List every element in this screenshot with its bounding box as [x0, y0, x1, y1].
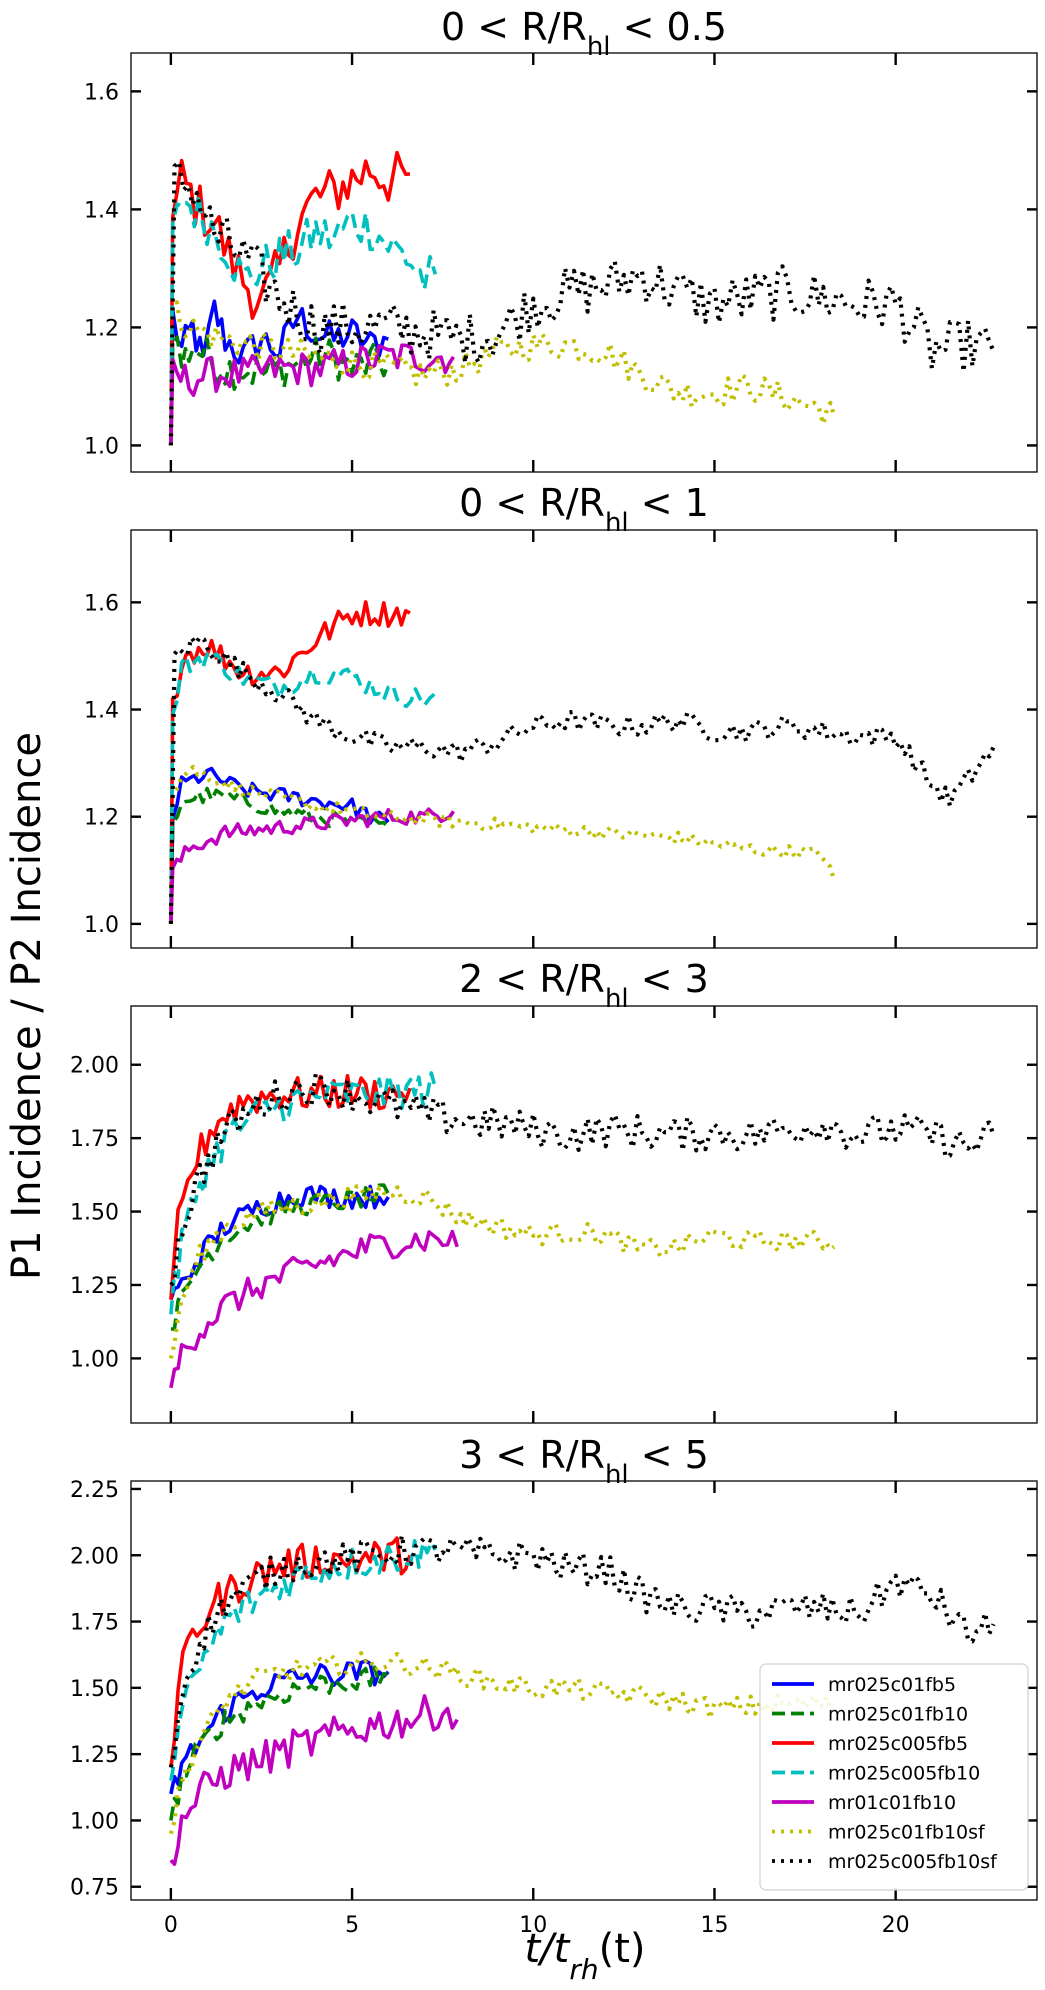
- legend-label-mr025c005fb5: mr025c005fb5: [828, 1733, 968, 1755]
- y-tick-label: 1.6: [84, 80, 119, 105]
- panel-title-sub: hl: [605, 508, 629, 538]
- panel-title: 0 < R/Rhl < 0.5: [441, 5, 727, 62]
- legend-label-mr025c005fb10: mr025c005fb10: [828, 1763, 980, 1785]
- y-tick-label: 1.4: [84, 699, 119, 724]
- y-tick-label: 1.2: [84, 316, 119, 341]
- y-tick-label: 2.00: [70, 1054, 119, 1079]
- x-axis-label-tail: (t): [599, 1926, 646, 1972]
- panel-frame: [130, 529, 1038, 949]
- panel-title-sub: hl: [605, 1460, 629, 1490]
- y-tick-label: 1.2: [84, 806, 119, 831]
- x-axis-label-sub: rh: [569, 1953, 598, 1986]
- panel-title: 2 < R/Rhl < 3: [459, 957, 709, 1014]
- series-line-mr025c005fb5: [169, 1074, 412, 1300]
- y-tick-label: 1.50: [70, 1201, 119, 1226]
- panel-1: 0 < R/Rhl < 0.5 1.0 1.2 1.4 1.6: [84, 5, 1038, 473]
- panel-title-sub: hl: [587, 32, 611, 62]
- y-tick-label: 1.50: [70, 1677, 119, 1702]
- panels: 0 < R/Rhl < 0.51.01.21.41.60 < R/Rhl < 1…: [70, 5, 1038, 1938]
- series-line-mr025c005fb5: [169, 1536, 412, 1768]
- panel-frame: [130, 1480, 1038, 1901]
- y-tick-label: 1.0: [84, 913, 119, 938]
- legend-label-mr01c01fb10: mr01c01fb10: [828, 1792, 956, 1814]
- y-tick-label: 1.25: [70, 1743, 119, 1768]
- panel-title: 3 < R/Rhl < 5: [459, 1433, 709, 1490]
- panel-title-prefix: 0 < R/R: [459, 481, 605, 525]
- x-tick-label: 5: [345, 1913, 359, 1938]
- panel-title-prefix: 3 < R/R: [459, 1433, 605, 1477]
- legend-label-mr025c005fb10sf: mr025c005fb10sf: [828, 1851, 998, 1873]
- series-line-mr01c01fb10: [169, 343, 456, 446]
- y-tick-label: 1.00: [70, 1809, 119, 1834]
- series-line-mr025c005fb10sf: [168, 1533, 996, 1768]
- legend-box: [759, 1663, 1029, 1891]
- panel-series: [168, 1071, 996, 1389]
- series-line-mr025c005fb10sf: [169, 1071, 996, 1287]
- panel-title-suffix: < 0.5: [611, 5, 727, 49]
- series-line-mr025c01fb10sf: [168, 1651, 836, 1835]
- y-tick-label: 2.25: [70, 1478, 119, 1503]
- panel-title-prefix: 2 < R/R: [459, 957, 605, 1001]
- legend-label-mr025c01fb5: mr025c01fb5: [828, 1674, 956, 1696]
- y-tick-label: 0.75: [70, 1876, 119, 1901]
- x-tick-label: 20: [882, 1913, 910, 1938]
- series-line-mr025c005fb10sf: [168, 159, 996, 446]
- series-line-mr01c01fb10: [169, 1229, 459, 1389]
- panel-frame: [130, 1005, 1038, 1424]
- series-line-mr025c01fb10: [169, 1665, 389, 1821]
- series-line-mr01c01fb10: [169, 1694, 459, 1866]
- series-line-mr025c01fb10sf: [168, 764, 837, 924]
- panel-title-suffix: < 1: [629, 481, 709, 525]
- panel-frame: [130, 52, 1038, 473]
- series-line-mr025c01fb10: [170, 1183, 390, 1331]
- panel-title-sub: hl: [605, 984, 629, 1014]
- panel-title-prefix: 0 < R/R: [441, 5, 587, 49]
- y-tick-label: 1.25: [70, 1274, 119, 1299]
- y-tick-label: 1.75: [70, 1127, 119, 1152]
- series-line-mr025c005fb10sf: [168, 635, 996, 924]
- panel-2: 0 < R/Rhl < 1 1.0 1.2 1.4 1.6: [84, 481, 1038, 949]
- y-tick-label: 2.00: [70, 1544, 119, 1569]
- y-axis-label: P1 Incidence / P2 Incidence: [4, 732, 50, 1280]
- x-tick-label: 10: [519, 1913, 547, 1938]
- panel-3: 2 < R/Rhl < 3 1.00 1.25 1.50 1.75 2.00: [70, 957, 1038, 1424]
- y-tick-label: 1.6: [84, 591, 119, 616]
- x-tick-label: 15: [700, 1913, 728, 1938]
- legend-label-mr025c01fb10sf: mr025c01fb10sf: [828, 1822, 986, 1844]
- y-tick-label: 1.00: [70, 1347, 119, 1372]
- x-axis-label: t/trh(t): [524, 1926, 645, 1986]
- panel-4: 3 < R/Rhl < 5 0.75 1.00 1.25 1.50 1.75 2.00 2.2…: [70, 1433, 1038, 1938]
- series-line-mr025c005fb10: [169, 193, 438, 446]
- y-tick-label: 1.0: [84, 434, 119, 459]
- series-line-mr01c01fb10: [169, 807, 455, 924]
- panel-series: [168, 150, 996, 446]
- panel-series: [168, 1533, 996, 1866]
- x-tick-label: 0: [164, 1913, 178, 1938]
- series-line-mr025c005fb10: [169, 652, 437, 924]
- x-axis-label-main: t/t: [524, 1926, 570, 1972]
- legend: mr025c01fb5 mr025c01fb10 mr025c005fb5 mr025…: [759, 1663, 1029, 1891]
- panel-title: 0 < R/Rhl < 1: [459, 481, 709, 538]
- panel-title-suffix: < 5: [629, 1433, 709, 1477]
- series-line-mr025c01fb10sf: [168, 300, 837, 446]
- panel-title-suffix: < 3: [629, 957, 709, 1001]
- series-line-mr025c01fb10sf: [168, 1184, 836, 1359]
- y-tick-label: 1.75: [70, 1611, 119, 1636]
- panel-series: [168, 600, 996, 924]
- legend-label-mr025c01fb10: mr025c01fb10: [828, 1704, 968, 1726]
- series-line-mr025c01fb5: [169, 299, 389, 446]
- series-line-mr025c005fb10: [169, 1539, 437, 1782]
- y-tick-label: 1.4: [84, 198, 119, 223]
